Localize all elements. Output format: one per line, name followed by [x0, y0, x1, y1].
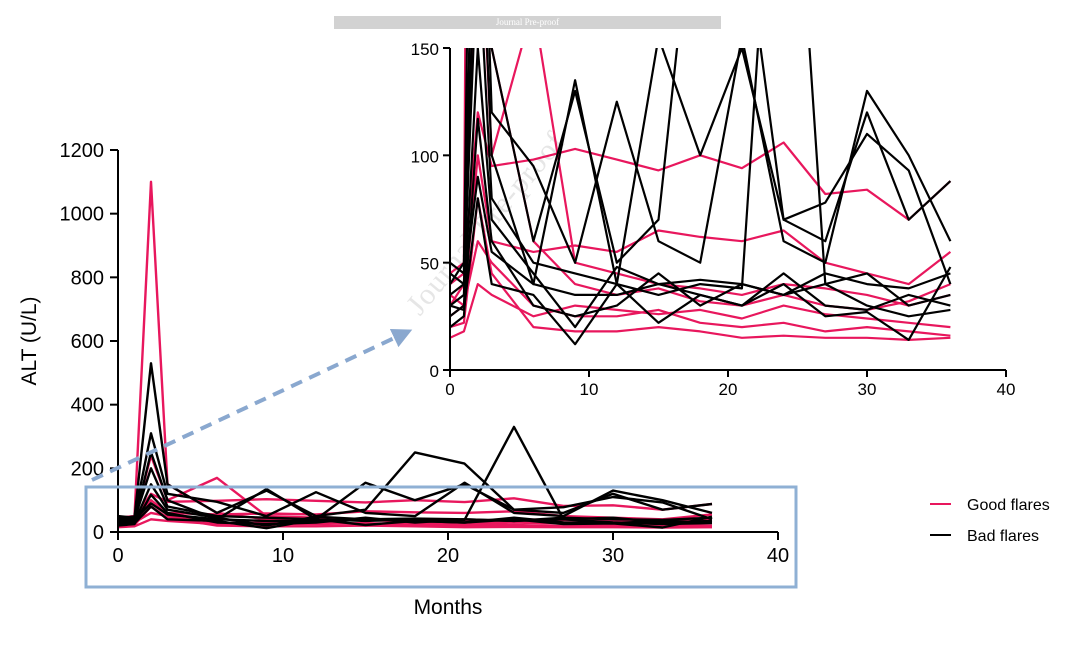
main-y-axis-title: ALT (U/L) [18, 296, 41, 385]
main-series-line-bad-13 [118, 502, 713, 523]
inset-x-tick-label: 40 [997, 380, 1016, 399]
main-y-tick-label: 1200 [60, 140, 105, 162]
main-series-line-bad-14 [118, 505, 713, 530]
main-x-tick-label: 40 [767, 545, 789, 567]
main-y-tick-label: 600 [71, 331, 104, 353]
inset-x-tick-label: 0 [445, 380, 454, 399]
main-series-line-bad-12 [118, 493, 713, 527]
inset-y-tick-label: 150 [411, 40, 439, 59]
main-series-group [118, 180, 713, 530]
inset-x-tick-label: 10 [580, 380, 599, 399]
journal-banner: Journal Pre-proof [334, 16, 721, 29]
main-y-tick-label: 1000 [60, 204, 105, 226]
inset-series-line-bad-7 [450, 48, 952, 275]
main-x-tick-label: 20 [437, 545, 459, 567]
main-series-line-bad-8 [118, 432, 713, 521]
zoom-highlight-box [84, 485, 798, 589]
inset-series-line-bad-8 [450, 48, 952, 285]
zoom-arrow [91, 329, 413, 482]
main-y-tick-label: 800 [71, 267, 104, 289]
main-x-tick-label: 0 [112, 545, 123, 567]
legend-label-good: Good flares [967, 497, 1050, 514]
inset-y-tick-label: 50 [420, 255, 439, 274]
inset-series-line-good-2 [450, 111, 952, 285]
inset-series-line-bad-13 [450, 175, 951, 296]
main-series-line-bad-10 [118, 467, 713, 523]
main-series-line-bad-7 [118, 362, 713, 519]
inset-series-line-bad-12 [450, 117, 951, 328]
inset-ticks-group: 0 10 20 30 40 0 50 100 150 [411, 40, 1016, 399]
inset-series-group [450, 48, 952, 346]
inset-y-tick-label: 100 [411, 147, 439, 166]
main-y-tick-label: 400 [71, 395, 104, 417]
main-x-tick-label: 30 [602, 545, 624, 567]
inset-x-tick-label: 30 [858, 380, 877, 399]
legend-label-bad: Bad flares [967, 528, 1039, 545]
main-y-tick-label: 200 [71, 458, 104, 480]
main-x-tick-label: 10 [272, 545, 294, 567]
inset-chart: 0 10 20 30 40 0 50 100 150 [411, 40, 1016, 399]
main-x-axis-title: Months [414, 596, 483, 619]
inset-series-line-good-6 [450, 283, 951, 339]
legend: Good flares Bad flares [930, 497, 1050, 545]
main-series-line-good-2 [118, 492, 713, 521]
inset-series-line-bad-10 [450, 48, 952, 296]
inset-series-line-good-5 [450, 154, 952, 307]
inset-series-line-bad-14 [450, 197, 952, 346]
inset-series-line-bad-9 [450, 48, 951, 307]
inset-x-tick-label: 20 [719, 380, 738, 399]
main-series-line-good-0 [118, 180, 713, 525]
inset-y-tick-label: 0 [430, 362, 439, 381]
inset-series-line-good-3 [450, 240, 951, 337]
main-y-tick-label: 0 [93, 522, 104, 544]
